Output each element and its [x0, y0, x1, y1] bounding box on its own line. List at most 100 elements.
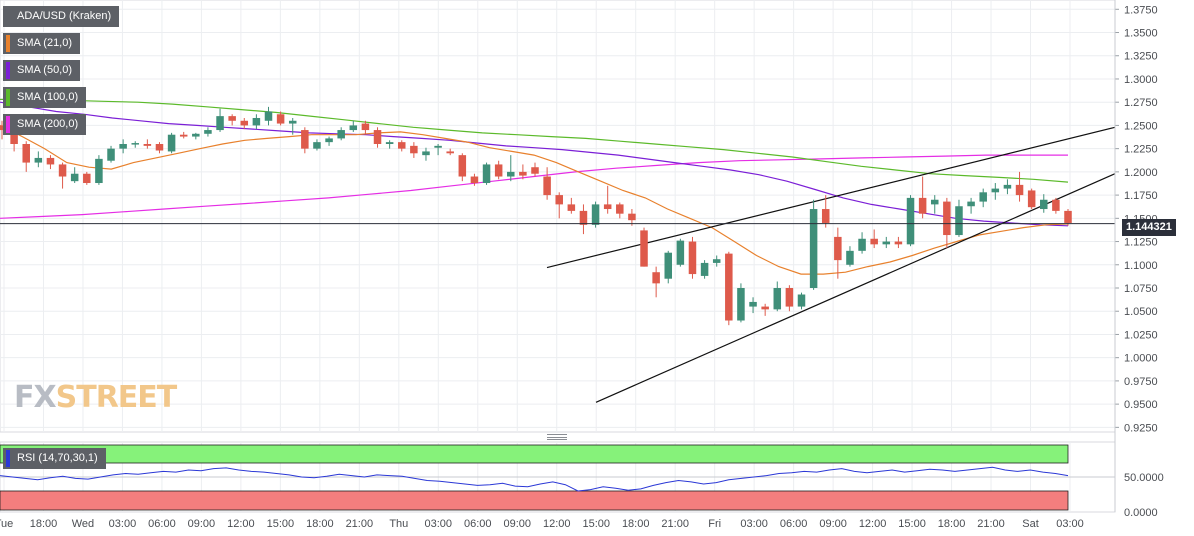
candle-body [555, 195, 563, 205]
candle-body [95, 158, 103, 184]
candle-body [22, 144, 30, 163]
y-tick-label: 0.9500 [1124, 399, 1158, 411]
y-tick-label: 1.2000 [1124, 167, 1158, 179]
candle-body [737, 288, 745, 321]
candle-body [943, 201, 951, 236]
candle-body [628, 213, 636, 221]
candle-body [482, 164, 491, 184]
candle-body [809, 209, 818, 288]
trendline-lower [595, 173, 1116, 403]
candle-body [252, 117, 261, 126]
candle-body [276, 114, 285, 124]
x-tick-label: 03:00 [425, 518, 453, 530]
x-tick-label: Fri [708, 518, 721, 530]
candle-body [967, 201, 975, 207]
logo-fx: FX [14, 380, 57, 415]
legend-sma21[interactable]: SMA (21,0) [3, 33, 81, 54]
candle-body [1052, 199, 1060, 211]
y-tick-label: 1.1250 [1124, 237, 1158, 249]
candle-body [204, 130, 212, 134]
candle-body [143, 144, 152, 146]
candle-body [458, 155, 467, 177]
candle-body [930, 199, 939, 205]
y-tick-label: 1.2750 [1124, 97, 1158, 109]
candle-body [337, 130, 345, 139]
candle-body [228, 116, 236, 121]
y-tick-label: 1.0250 [1124, 329, 1158, 341]
candle-body [446, 151, 454, 154]
legend-rsi-label: RSI (14,70,30,1) [17, 452, 98, 464]
x-tick-label: Tue [0, 518, 13, 530]
y-tick-label: 1.3750 [1124, 4, 1158, 16]
candle-body [519, 171, 527, 176]
candle-body [46, 157, 55, 165]
x-tick-label: 03:00 [109, 518, 137, 530]
legend-symbol[interactable]: ADA/USD (Kraken) [3, 6, 120, 27]
candle-body [107, 148, 115, 161]
candle-body [313, 142, 321, 149]
legend-sma200-label: SMA (200,0) [17, 118, 79, 130]
legend-sma50-label: SMA (50,0) [17, 64, 73, 76]
candle-body [894, 241, 903, 245]
candle-body [470, 176, 479, 184]
sma100-line [0, 98, 1069, 183]
candle-body [749, 301, 757, 307]
y-tick-label: 1.2500 [1124, 120, 1158, 132]
candle-body [688, 241, 697, 275]
x-tick-label: 09:00 [188, 518, 216, 530]
y-tick-label: 1.0500 [1124, 306, 1158, 318]
x-tick-label: 15:00 [267, 518, 295, 530]
legend-rsi[interactable]: RSI (14,70,30,1) [3, 448, 106, 469]
logo-street: STREET [55, 380, 178, 415]
candle-body [567, 204, 576, 211]
candle-body [785, 288, 794, 307]
pane-resize-handle[interactable] [547, 434, 567, 440]
candle-body [955, 206, 963, 236]
candle-body [410, 145, 418, 154]
candle-body [640, 230, 648, 267]
legend-sma200[interactable]: SMA (200,0) [3, 114, 87, 135]
legend-sma50[interactable]: SMA (50,0) [3, 60, 81, 81]
x-tick-label: 12:00 [543, 518, 571, 530]
candle-body [906, 197, 915, 245]
candle-body [1027, 190, 1036, 208]
candle-body [434, 145, 442, 148]
candle-body [58, 164, 67, 177]
sma50-line [0, 101, 1069, 227]
legend-swatch [6, 116, 10, 133]
candle-body [34, 157, 43, 163]
x-tick-label: 06:00 [148, 518, 176, 530]
candle-body [616, 204, 624, 214]
x-tick-label: 09:00 [819, 518, 847, 530]
y-tick-label: 1.3500 [1124, 28, 1158, 40]
candle-body [761, 306, 769, 310]
rsi-overbought-zone [0, 444, 1069, 464]
y-tick-label: 1.2250 [1124, 144, 1158, 156]
candle-body [882, 241, 891, 245]
x-tick-label: Wed [72, 518, 94, 530]
x-tick-label: 06:00 [464, 518, 492, 530]
x-tick-label: 06:00 [780, 518, 808, 530]
candle-body [700, 262, 709, 276]
candle-body [179, 134, 188, 137]
candle-body [543, 176, 551, 196]
candle-body [846, 250, 854, 265]
y-tick-label: 0.9750 [1124, 376, 1158, 388]
x-tick-label: Sat [1022, 518, 1039, 530]
x-tick-label: 03:00 [740, 518, 768, 530]
candle-body [325, 138, 333, 143]
candle-body [676, 240, 685, 265]
legend-sma100-label: SMA (100,0) [17, 91, 79, 103]
candle-body [119, 144, 127, 149]
candle-body [288, 120, 297, 124]
legend-sma100[interactable]: SMA (100,0) [3, 87, 87, 108]
candle-body [797, 294, 806, 307]
legend-symbol-label: ADA/USD (Kraken) [17, 10, 112, 22]
candle-body [531, 167, 539, 174]
candle-body [167, 134, 176, 152]
x-tick-label: 12:00 [859, 518, 887, 530]
x-tick-label: 18:00 [938, 518, 966, 530]
candle-body [361, 123, 370, 131]
candle-body [918, 197, 927, 214]
